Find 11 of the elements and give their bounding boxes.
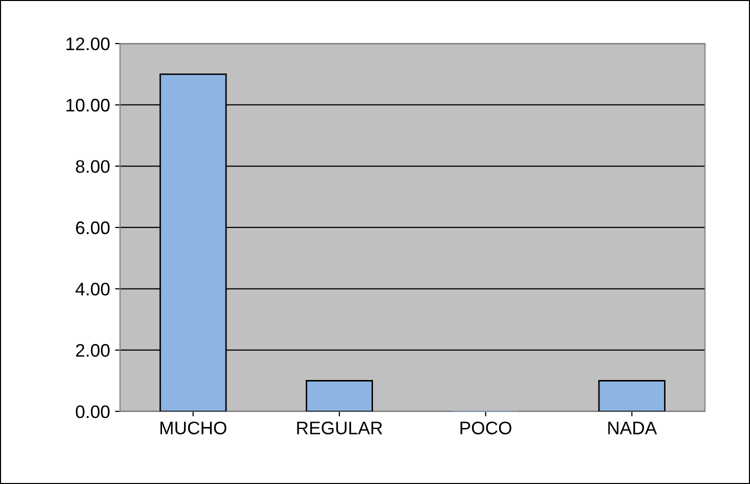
y-tick-label: 8.00 — [76, 160, 110, 173]
y-tick-label: 6.00 — [76, 221, 110, 234]
y-tick-label: 2.00 — [76, 344, 110, 357]
x-tick-label: POCO — [460, 422, 512, 434]
x-tick-label: REGULAR — [297, 422, 382, 434]
y-tick-label: 10.00 — [66, 98, 110, 112]
x-tick-label: NADA — [608, 422, 657, 434]
y-tick-label: 12.00 — [66, 37, 110, 50]
x-tick-label: MUCHO — [160, 422, 226, 434]
y-tick-label: 0.00 — [76, 405, 110, 418]
y-tick-label: 4.00 — [76, 282, 110, 296]
